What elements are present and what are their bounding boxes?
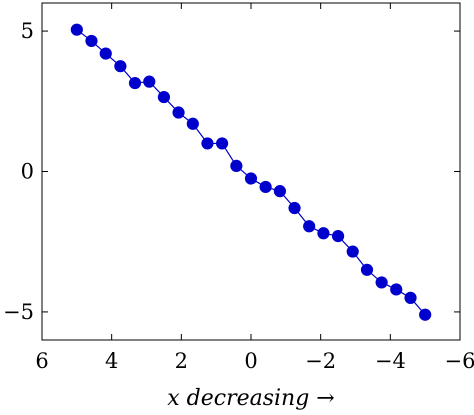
data-point bbox=[143, 75, 156, 88]
x-tick-label: −6 bbox=[445, 349, 474, 373]
y-tick-label: 0 bbox=[21, 160, 34, 184]
data-point bbox=[375, 276, 388, 289]
data-point bbox=[317, 227, 330, 240]
data-point bbox=[390, 283, 403, 296]
data-point bbox=[215, 137, 229, 150]
data-point bbox=[331, 229, 345, 243]
series-line bbox=[76, 29, 426, 316]
data-point bbox=[128, 76, 142, 90]
data-point bbox=[404, 291, 417, 304]
data-point bbox=[114, 60, 127, 73]
x-tick-label: −2 bbox=[305, 349, 336, 373]
data-point bbox=[85, 34, 98, 48]
data-point bbox=[288, 201, 301, 215]
data-point bbox=[303, 220, 316, 233]
x-tick-label: 6 bbox=[35, 349, 48, 373]
data-point bbox=[419, 308, 432, 321]
data-point bbox=[346, 245, 359, 258]
y-axis: 5 0 −5 bbox=[3, 19, 460, 324]
data-point bbox=[244, 172, 258, 185]
data-point bbox=[259, 180, 272, 194]
data-point bbox=[360, 263, 374, 276]
data-point bbox=[273, 185, 287, 198]
y-tick-label: −5 bbox=[3, 300, 34, 324]
x-axis-label: x decreasing → bbox=[167, 386, 334, 411]
data-point bbox=[70, 23, 83, 36]
data-point bbox=[157, 90, 171, 104]
x-tick-label: −4 bbox=[375, 349, 406, 373]
data-point bbox=[230, 159, 243, 172]
y-tick-label: 5 bbox=[21, 19, 34, 43]
plot-area bbox=[70, 23, 432, 321]
x-tick-label: 0 bbox=[244, 349, 257, 373]
data-point bbox=[172, 106, 185, 119]
x-tick-label: 2 bbox=[175, 349, 188, 373]
x-axis: 6 4 2 0 −2 −4 −6 bbox=[35, 3, 474, 373]
data-point bbox=[186, 117, 199, 130]
data-point bbox=[99, 47, 112, 60]
x-tick-label: 4 bbox=[105, 349, 118, 373]
data-point bbox=[201, 137, 214, 150]
